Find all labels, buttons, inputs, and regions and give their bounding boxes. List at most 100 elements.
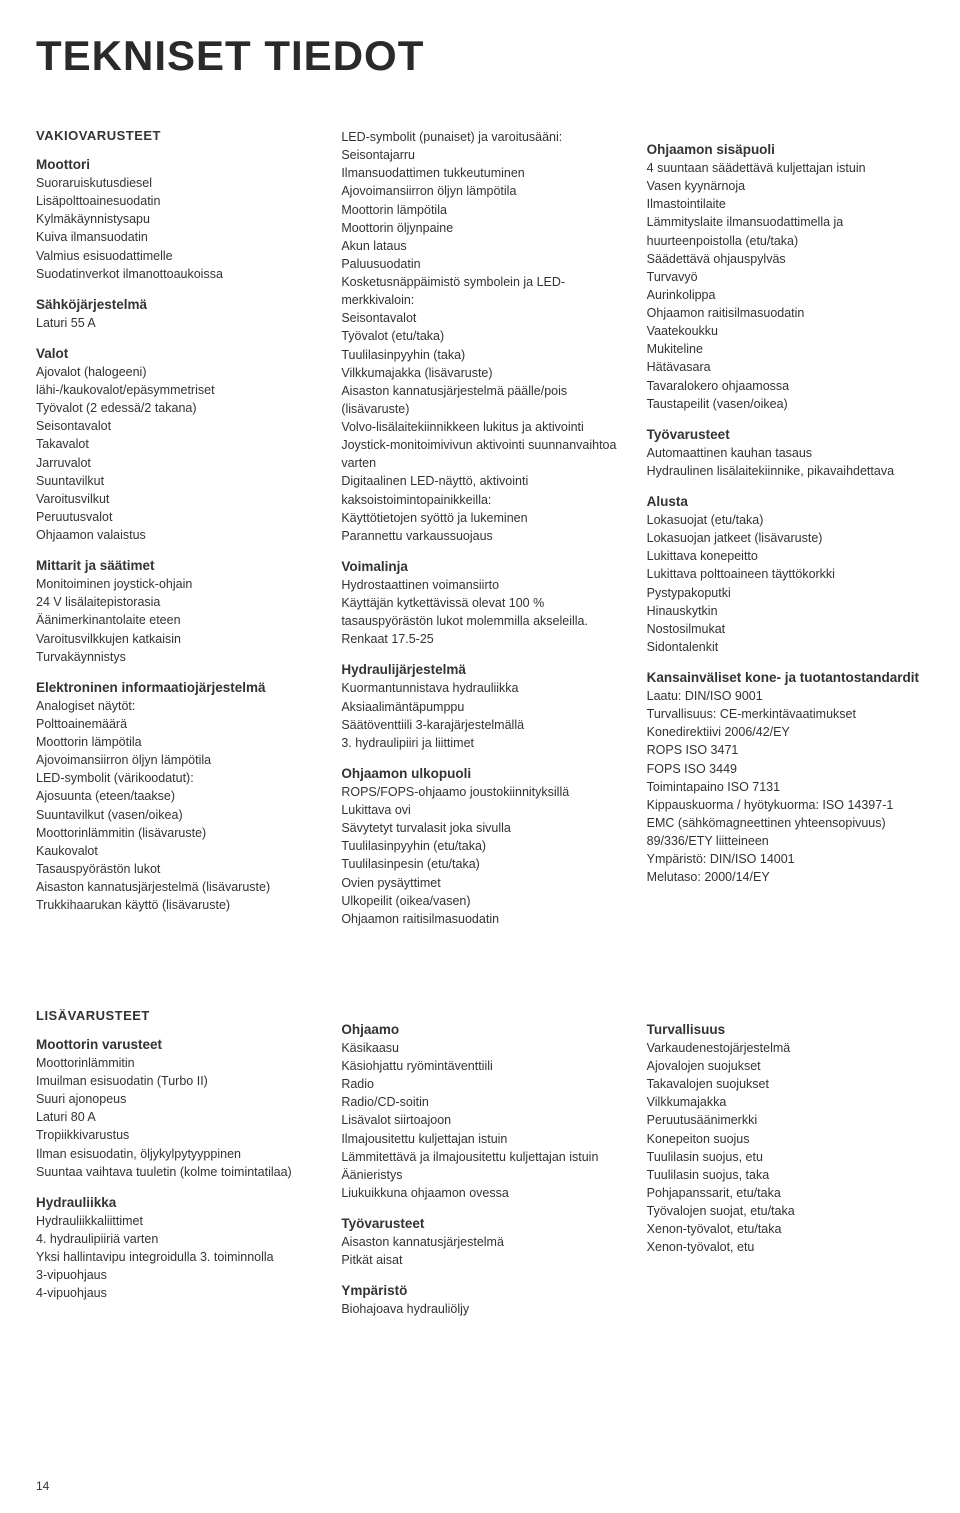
spec-item: Seisontavalot: [341, 309, 618, 327]
group-title: Ohjaamon sisäpuoli: [647, 142, 924, 157]
spec-item: Työvalot (etu/taka): [341, 327, 618, 345]
upper-columns: VAKIOVARUSTEETMoottoriSuoraruiskutusdies…: [36, 128, 924, 928]
spec-item: Hinauskytkin: [647, 602, 924, 620]
group-title: Elektroninen informaatiojärjestelmä: [36, 680, 313, 695]
spec-item: Tuulilasin suojus, taka: [647, 1166, 924, 1184]
spec-item: Ohjaamon raitisilmasuodatin: [341, 910, 618, 928]
spec-item: Takavalojen suojukset: [647, 1075, 924, 1093]
section-title: VAKIOVARUSTEET: [36, 128, 313, 143]
spec-item: Ulkopeilit (oikea/vasen): [341, 892, 618, 910]
group-title: Ohjaamon ulkopuoli: [341, 766, 618, 781]
group-title: Työvarusteet: [647, 427, 924, 442]
spec-item: Käsiohjattu ryömintäventtiili: [341, 1057, 618, 1075]
spec-item: Turvavyö: [647, 268, 924, 286]
spec-item: Lukittava polttoaineen täyttökorkki: [647, 565, 924, 583]
spec-item: Liukuikkuna ohjaamon ovessa: [341, 1184, 618, 1202]
spec-item: Trukkihaarukan käyttö (lisävaruste): [36, 896, 313, 914]
spec-item: Moottorin öljynpaine: [341, 219, 618, 237]
spec-item: Tuulilasinpesin (etu/taka): [341, 855, 618, 873]
spec-item: Nostosilmukat: [647, 620, 924, 638]
spec-item: Lukittava ovi: [341, 801, 618, 819]
spec-item: Äänieristys: [341, 1166, 618, 1184]
spec-item: Tuulilasin suojus, etu: [647, 1148, 924, 1166]
spec-item: Renkaat 17.5-25: [341, 630, 618, 648]
spec-item: Ohjaamon raitisilmasuodatin: [647, 304, 924, 322]
spec-item: Suuri ajonopeus: [36, 1090, 313, 1108]
spec-item: Moottorinlämmitin: [36, 1054, 313, 1072]
spec-item: Lämmityslaite ilmansuodattimella ja huur…: [647, 213, 924, 249]
spec-item: Yksi hallintavipu integroidulla 3. toimi…: [36, 1248, 313, 1266]
spec-item: Aisaston kannatusjärjestelmä (lisävarust…: [36, 878, 313, 896]
spec-item: Peruutusvalot: [36, 508, 313, 526]
spec-item: Parannettu varkaussuojaus: [341, 527, 618, 545]
spec-item: Ilmajousitettu kuljettajan istuin: [341, 1130, 618, 1148]
upper-col3: Ohjaamon sisäpuoli 4 suuntaan säädettävä …: [647, 128, 924, 928]
spec-item: Suuntaa vaihtava tuuletin (kolme toimint…: [36, 1163, 313, 1181]
spec-item: Työvalojen suojat, etu/taka: [647, 1202, 924, 1220]
spec-item: Kosketusnäppäimistö symbolein ja LED-mer…: [341, 273, 618, 309]
spec-item: Kaukovalot: [36, 842, 313, 860]
spec-item: Säädettävä ohjauspylväs: [647, 250, 924, 268]
spec-item: Aurinkolippa: [647, 286, 924, 304]
spec-item: Ovien pysäyttimet: [341, 874, 618, 892]
spec-item: Varkaudenestojärjestelmä: [647, 1039, 924, 1057]
spec-item: Äänimerkinantolaite eteen: [36, 611, 313, 629]
spec-item: Turvakäynnistys: [36, 648, 313, 666]
spec-item: Sävytetyt turvalasit joka sivulla: [341, 819, 618, 837]
group-title: Työvarusteet: [341, 1216, 618, 1231]
spec-item: Toimintapaino ISO 7131: [647, 778, 924, 796]
spec-item: Xenon-työvalot, etu/taka: [647, 1220, 924, 1238]
spec-item: Monitoiminen joystick-ohjain: [36, 575, 313, 593]
group-title: Turvallisuus: [647, 1022, 924, 1037]
spec-item: Imuilman esisuodatin (Turbo II): [36, 1072, 313, 1090]
spec-item: Hydrauliikkaliittimet: [36, 1212, 313, 1230]
lower-col1: LISÄVARUSTEETMoottorin varusteetMoottori…: [36, 1008, 313, 1319]
spec-item: Vasen kyynärnoja: [647, 177, 924, 195]
spec-item: Ajovoimansiirron öljyn lämpötila: [36, 751, 313, 769]
spec-item: Suuntavilkut: [36, 472, 313, 490]
spec-item: Seisontavalot: [36, 417, 313, 435]
spec-item: Aisaston kannatusjärjestelmä päälle/pois…: [341, 382, 618, 418]
spec-item: Varoitusvilkut: [36, 490, 313, 508]
spec-item: Jarruvalot: [36, 454, 313, 472]
spec-item: Lokasuojan jatkeet (lisävaruste): [647, 529, 924, 547]
spec-item: Kylmäkäynnistysapu: [36, 210, 313, 228]
group-title: Moottori: [36, 157, 313, 172]
group-title: Hydrauliikka: [36, 1195, 313, 1210]
spec-item: Ilmansuodattimen tukkeutuminen: [341, 164, 618, 182]
spec-item: 4-vipuohjaus: [36, 1284, 313, 1302]
group-title: Kansainväliset kone- ja tuotantostandard…: [647, 670, 924, 685]
spec-item: Vaatekoukku: [647, 322, 924, 340]
spec-item: Sidontalenkit: [647, 638, 924, 656]
spec-item: 3. hydraulipiiri ja liittimet: [341, 734, 618, 752]
group-title: Ohjaamo: [341, 1022, 618, 1037]
spec-item: Konepeiton suojus: [647, 1130, 924, 1148]
spec-item: 4 suuntaan säädettävä kuljettajan istuin: [647, 159, 924, 177]
lower-col3: TurvallisuusVarkaudenestojärjestelmäAjov…: [647, 1008, 924, 1319]
spec-item: Säätöventtiili 3-karajärjestelmällä: [341, 716, 618, 734]
spec-item: 24 V lisälaitepistorasia: [36, 593, 313, 611]
spec-item: Laturi 55 A: [36, 314, 313, 332]
spec-item: Biohajoava hydrauliöljy: [341, 1300, 618, 1318]
spec-item: FOPS ISO 3449: [647, 760, 924, 778]
spec-item: Valmius esisuodattimelle: [36, 247, 313, 265]
spec-item: EMC (sähkömagneettinen yhteensopivuus) 8…: [647, 814, 924, 850]
spec-item: Pohjapanssarit, etu/taka: [647, 1184, 924, 1202]
spec-item: Vilkkumajakka (lisävaruste): [341, 364, 618, 382]
spec-item: Aisaston kannatusjärjestelmä: [341, 1233, 618, 1251]
spec-item: Käyttötietojen syöttö ja lukeminen: [341, 509, 618, 527]
lower-col2: OhjaamoKäsikaasuKäsiohjattu ryömintävent…: [341, 1008, 618, 1319]
spec-item: Seisontajarru: [341, 146, 618, 164]
spec-item: Ympäristö: DIN/ISO 14001: [647, 850, 924, 868]
group-title: Alusta: [647, 494, 924, 509]
spec-item: Peruutusäänimerkki: [647, 1111, 924, 1129]
spec-item: Ajovalot (halogeeni) lähi-/kaukovalot/ep…: [36, 363, 313, 399]
spec-item: Tavaralokero ohjaamossa: [647, 377, 924, 395]
upper-col2: LED-symbolit (punaiset) ja varoitusääni:…: [341, 128, 618, 928]
spec-item: Mukiteline: [647, 340, 924, 358]
spec-item: Kuormantunnistava hydrauliikka: [341, 679, 618, 697]
spec-item: Akun lataus: [341, 237, 618, 255]
page-number: 14: [36, 1479, 49, 1493]
upper-col1: VAKIOVARUSTEETMoottoriSuoraruiskutusdies…: [36, 128, 313, 928]
spec-item: Digitaalinen LED-näyttö, aktivointi kaks…: [341, 472, 618, 508]
